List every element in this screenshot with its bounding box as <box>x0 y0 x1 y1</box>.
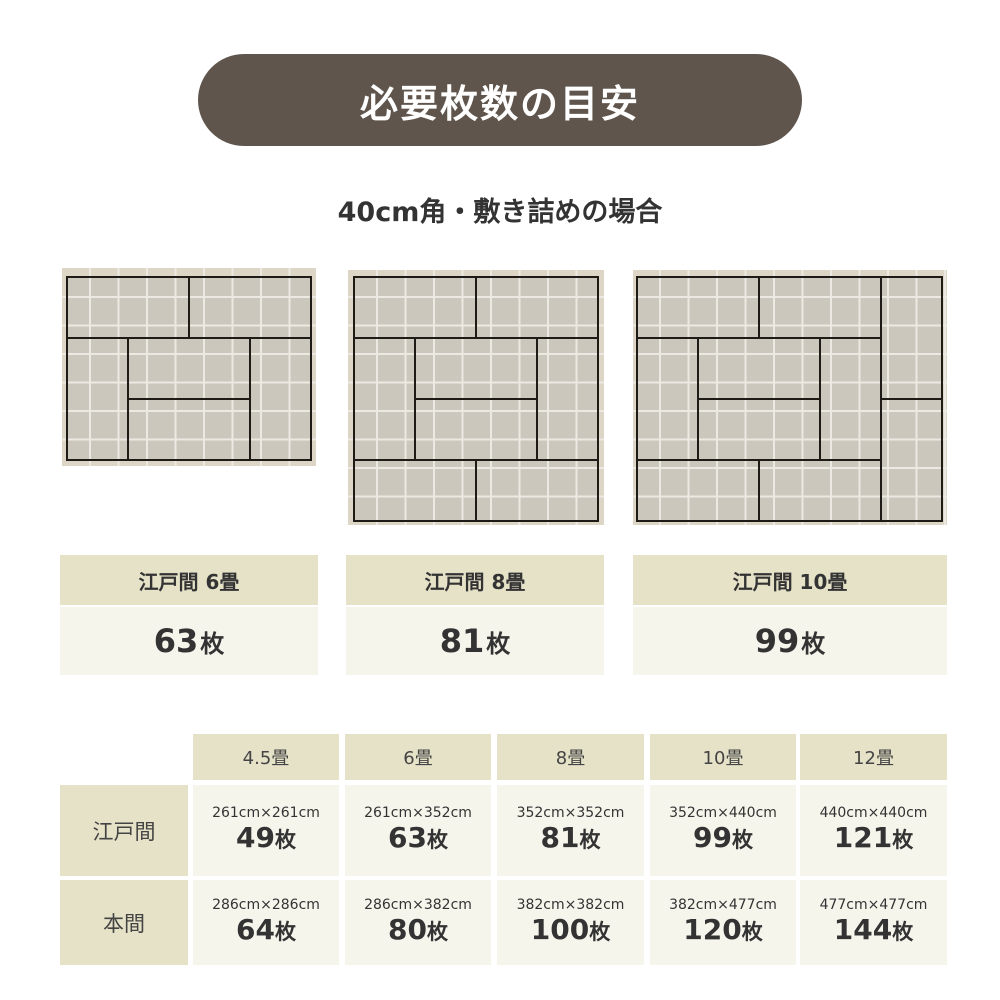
column-header: 6畳 <box>345 734 491 780</box>
tile-count: 99枚 <box>693 821 753 857</box>
room-dimensions: 261cm×352cm <box>364 804 472 821</box>
subtitle: 40cm角・敷き詰めの場合 <box>337 197 663 228</box>
count-number: 100 <box>530 912 590 946</box>
tile-count: 121枚 <box>834 821 913 857</box>
table-cell: 286cm×286cm 64枚 <box>193 880 339 965</box>
layout-label: 江戸間 6畳 <box>60 555 318 605</box>
count-unit: 枚 <box>426 919 448 944</box>
count-unit: 枚 <box>741 919 763 944</box>
tile-count: 64枚 <box>236 913 296 949</box>
count-unit: 枚 <box>426 827 448 852</box>
table-cell: 286cm×382cm 80枚 <box>345 880 491 965</box>
row-header: 江戸間 <box>60 785 188 876</box>
tatami-mat <box>249 337 312 461</box>
room-dimensions: 477cm×477cm <box>819 896 928 913</box>
tile-count: 81枚 <box>541 821 601 857</box>
layout-label: 江戸間 8畳 <box>346 555 604 605</box>
room-dimensions: 352cm×440cm <box>669 804 777 821</box>
table-cell: 352cm×440cm 99枚 <box>650 785 796 876</box>
count-number: 144 <box>833 912 893 946</box>
count-unit: 枚 <box>274 919 296 944</box>
count-number: 49 <box>236 820 275 854</box>
count-unit: 枚 <box>731 827 753 852</box>
count-unit: 枚 <box>801 629 826 658</box>
tile-count: 80枚 <box>388 913 448 949</box>
room-dimensions: 352cm×352cm <box>516 804 625 821</box>
tile-count: 100枚 <box>531 913 610 949</box>
title-banner: 必要枚数の目安 <box>198 54 802 146</box>
count-unit: 枚 <box>589 919 611 944</box>
row-header: 本間 <box>60 880 188 965</box>
layout-diagram-10jo <box>633 270 947 525</box>
count-number: 99 <box>693 820 732 854</box>
count-number: 120 <box>683 912 742 946</box>
column-header: 12畳 <box>800 734 947 780</box>
count-unit: 枚 <box>274 827 296 852</box>
count-number: 81 <box>439 622 485 660</box>
room-dimensions: 382cm×382cm <box>516 896 625 913</box>
column-header: 8畳 <box>497 734 644 780</box>
layout-diagram-6jo <box>62 268 316 466</box>
count-number: 63 <box>153 622 199 660</box>
table-cell: 382cm×477cm 120枚 <box>650 880 796 965</box>
layout-diagram-8jo <box>348 270 604 525</box>
table-cell: 440cm×440cm 121枚 <box>800 785 947 876</box>
count-number: 99 <box>754 622 800 660</box>
tatami-layout-svg <box>62 268 316 466</box>
column-header: 10畳 <box>650 734 796 780</box>
table-cell: 261cm×352cm 63枚 <box>345 785 491 876</box>
room-dimensions: 286cm×382cm <box>364 896 472 913</box>
count-number: 80 <box>388 912 427 946</box>
layout-label: 江戸間 10畳 <box>633 555 947 605</box>
table-cell: 261cm×261cm 49枚 <box>193 785 339 876</box>
room-dimensions: 261cm×261cm <box>212 804 320 821</box>
count-number: 63 <box>388 820 427 854</box>
count-unit: 枚 <box>486 629 511 658</box>
count-number: 121 <box>833 820 893 854</box>
layout-count: 81 枚 <box>346 607 604 675</box>
room-dimensions: 286cm×286cm <box>212 896 320 913</box>
tile-count: 49枚 <box>236 821 296 857</box>
count-unit: 枚 <box>579 827 601 852</box>
tatami-mat <box>758 459 882 522</box>
count-number: 81 <box>540 820 580 854</box>
tile-count: 144枚 <box>834 913 913 949</box>
tatami-layout-svg <box>348 270 604 525</box>
tatami-layout-svg <box>633 270 947 525</box>
count-unit: 枚 <box>892 827 914 852</box>
layout-count: 63 枚 <box>60 607 318 675</box>
count-unit: 枚 <box>892 919 914 944</box>
count-unit: 枚 <box>200 629 225 658</box>
table-cell: 352cm×352cm 81枚 <box>497 785 644 876</box>
count-number: 64 <box>236 912 275 946</box>
tatami-mat <box>475 459 599 522</box>
tile-count: 63枚 <box>388 821 448 857</box>
tile-count: 120枚 <box>683 913 762 949</box>
room-dimensions: 382cm×477cm <box>669 896 777 913</box>
table-cell: 477cm×477cm 144枚 <box>800 880 947 965</box>
column-header: 4.5畳 <box>193 734 339 780</box>
table-cell: 382cm×382cm 100枚 <box>497 880 644 965</box>
room-dimensions: 440cm×440cm <box>819 804 928 821</box>
layout-count: 99 枚 <box>633 607 947 675</box>
